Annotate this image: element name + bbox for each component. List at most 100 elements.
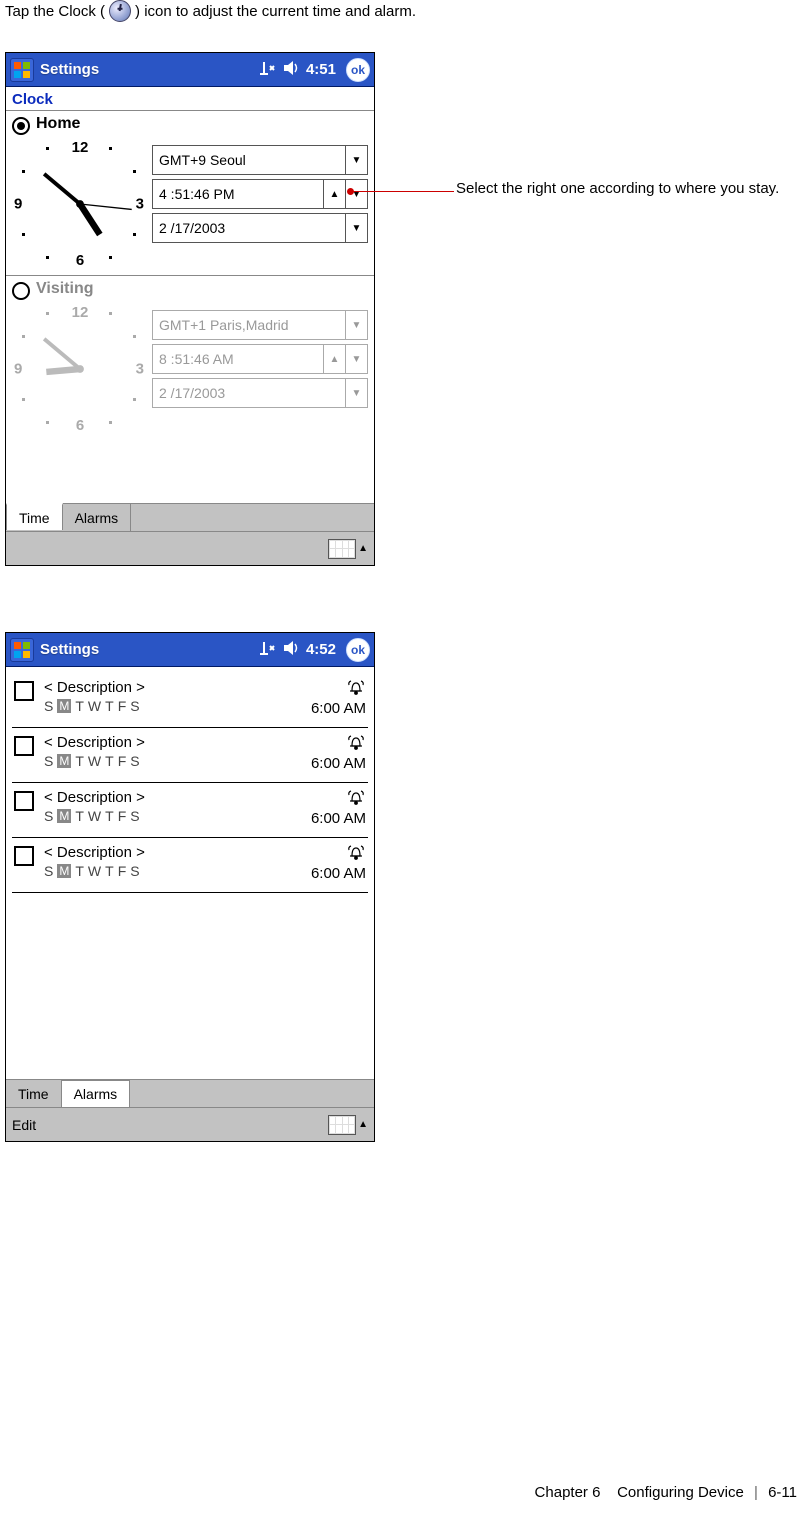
tab-time[interactable]: Time xyxy=(6,1080,62,1107)
visiting-label: Visiting xyxy=(36,280,94,298)
day-selected[interactable]: M xyxy=(57,754,71,768)
day[interactable]: S xyxy=(130,698,139,714)
alarm-time[interactable]: 6:00 AM xyxy=(311,865,366,882)
bell-icon[interactable] xyxy=(311,734,366,753)
volume-icon[interactable] xyxy=(284,61,300,78)
time-up-icon: ▲ xyxy=(324,344,346,374)
day[interactable]: T xyxy=(75,753,84,769)
alarm-description[interactable]: < Description > xyxy=(44,734,311,751)
footer-title: Configuring Device xyxy=(617,1484,744,1501)
day[interactable]: F xyxy=(118,753,127,769)
page-footer: Chapter 6 Configuring Device | 6-11 xyxy=(535,1484,797,1501)
day[interactable]: S xyxy=(130,808,139,824)
visiting-date-input: 2 /17/2003 xyxy=(152,378,346,408)
edit-menu[interactable]: Edit xyxy=(12,1117,36,1133)
clock-subheader: Clock xyxy=(6,87,374,110)
time-down-icon: ▼ xyxy=(346,344,368,374)
day-selected[interactable]: M xyxy=(57,864,71,878)
home-timezone-select[interactable]: GMT+9 Seoul xyxy=(152,145,346,175)
keyboard-icon[interactable] xyxy=(328,539,356,559)
alarm-time[interactable]: 6:00 AM xyxy=(311,755,366,772)
time-up-icon[interactable]: ▲ xyxy=(324,179,346,209)
alarm-description[interactable]: < Description > xyxy=(44,789,311,806)
intro-before: Tap the Clock ( xyxy=(5,3,105,20)
input-menu-icon[interactable]: ▲ xyxy=(358,1119,368,1130)
titlebar: Settings 4:51 ok xyxy=(6,53,374,87)
callout-line xyxy=(351,191,454,192)
day[interactable]: S xyxy=(130,863,139,879)
visiting-time-input: 8 :51:46 AM xyxy=(152,344,324,374)
day[interactable]: T xyxy=(75,698,84,714)
intro-text: Tap the Clock ( ) icon to adjust the cur… xyxy=(5,0,416,22)
home-label: Home xyxy=(36,115,80,133)
date-dropdown-icon[interactable]: ▼ xyxy=(346,213,368,243)
alarm-row: < Description > S M T W T F S 6:00 AM xyxy=(12,783,368,838)
visiting-radio[interactable] xyxy=(12,282,30,300)
alarms-list: < Description >S M T W T F S6:00 AM< Des… xyxy=(6,667,374,899)
home-date-input[interactable]: 2 /17/2003 xyxy=(152,213,346,243)
alarm-checkbox[interactable] xyxy=(14,736,34,756)
signal-icon xyxy=(260,60,278,79)
day[interactable]: W xyxy=(88,808,101,824)
home-time-input[interactable]: 4 :51:46 PM xyxy=(152,179,324,209)
keyboard-icon[interactable] xyxy=(328,1115,356,1135)
alarm-description[interactable]: < Description > xyxy=(44,679,311,696)
alarm-time[interactable]: 6:00 AM xyxy=(311,700,366,717)
footer-chapter: Chapter 6 xyxy=(535,1484,601,1501)
alarm-checkbox[interactable] xyxy=(14,681,34,701)
day[interactable]: T xyxy=(105,698,114,714)
alarm-checkbox[interactable] xyxy=(14,846,34,866)
start-icon[interactable] xyxy=(10,58,34,82)
day[interactable]: W xyxy=(88,753,101,769)
input-menu-icon[interactable]: ▲ xyxy=(358,543,368,554)
ok-button[interactable]: ok xyxy=(346,638,370,662)
day[interactable]: F xyxy=(118,808,127,824)
day[interactable]: S xyxy=(130,753,139,769)
day[interactable]: S xyxy=(44,698,53,714)
home-analog-clock[interactable]: 12 3 6 9 xyxy=(14,139,146,269)
bell-icon[interactable] xyxy=(311,844,366,863)
day[interactable]: S xyxy=(44,808,53,824)
home-radio[interactable] xyxy=(12,117,30,135)
day[interactable]: T xyxy=(105,808,114,824)
day-selected[interactable]: M xyxy=(57,699,71,713)
bell-icon[interactable] xyxy=(311,679,366,698)
bottombar: Edit ▲ xyxy=(6,1107,374,1141)
day[interactable]: W xyxy=(88,698,101,714)
day[interactable]: W xyxy=(88,863,101,879)
home-section: Home 12 3 6 9 xyxy=(6,110,374,276)
alarm-checkbox[interactable] xyxy=(14,791,34,811)
tab-alarms[interactable]: Alarms xyxy=(62,1080,131,1107)
start-icon[interactable] xyxy=(10,638,34,662)
alarm-time[interactable]: 6:00 AM xyxy=(311,810,366,827)
day[interactable]: S xyxy=(44,863,53,879)
volume-icon[interactable] xyxy=(284,641,300,658)
visiting-analog-clock: 12 3 6 9 xyxy=(14,304,146,434)
clock-icon xyxy=(109,0,131,22)
day[interactable]: T xyxy=(105,753,114,769)
alarm-days: S M T W T F S xyxy=(44,753,311,769)
tab-alarms[interactable]: Alarms xyxy=(63,504,132,531)
alarm-row: < Description >S M T W T F S6:00 AM xyxy=(12,673,368,728)
taskbar-time: 4:51 xyxy=(306,61,336,78)
visiting-section: Visiting 12 3 6 9 xyxy=(6,276,374,440)
titlebar: Settings 4:52 ok xyxy=(6,633,374,667)
day[interactable]: T xyxy=(75,863,84,879)
date-dropdown-icon: ▼ xyxy=(346,378,368,408)
day[interactable]: S xyxy=(44,753,53,769)
bottombar: ▲ xyxy=(6,531,374,565)
day[interactable]: F xyxy=(118,698,127,714)
tz-dropdown-icon[interactable]: ▼ xyxy=(346,145,368,175)
day[interactable]: T xyxy=(105,863,114,879)
taskbar-time: 4:52 xyxy=(306,641,336,658)
day-selected[interactable]: M xyxy=(57,809,71,823)
title: Settings xyxy=(40,641,99,658)
ok-button[interactable]: ok xyxy=(346,58,370,82)
alarm-row: < Description > S M T W T F S 6:00 AM xyxy=(12,838,368,893)
alarm-days: S M T W T F S xyxy=(44,698,311,714)
day[interactable]: T xyxy=(75,808,84,824)
bell-icon[interactable] xyxy=(311,789,366,808)
tab-time[interactable]: Time xyxy=(6,503,63,530)
day[interactable]: F xyxy=(118,863,127,879)
alarm-description[interactable]: < Description > xyxy=(44,844,311,861)
